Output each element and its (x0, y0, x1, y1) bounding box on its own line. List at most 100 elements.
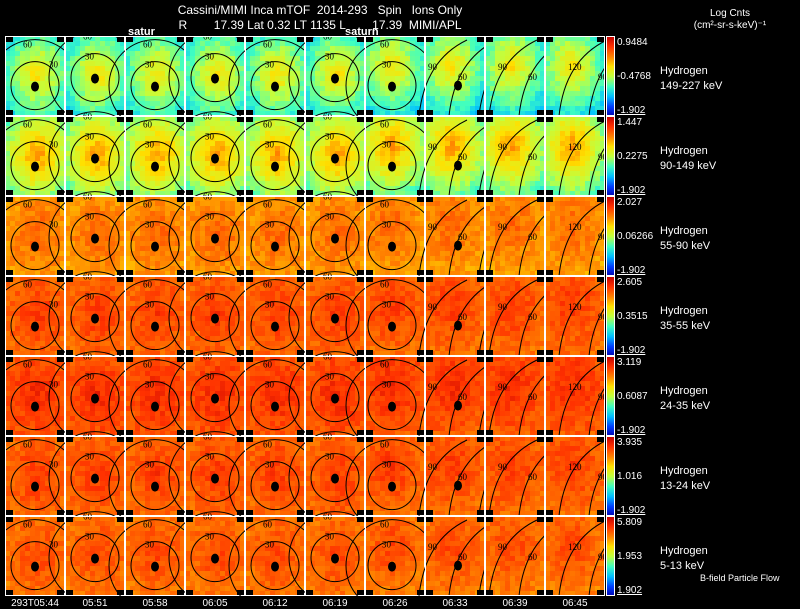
heatmap-cell (200, 46, 205, 51)
heatmap-cell (150, 96, 155, 101)
heatmap-cell (85, 106, 90, 111)
heatmap-cell (130, 226, 135, 231)
heatmap-cell (35, 51, 40, 56)
heatmap-cell (445, 96, 450, 101)
heatmap-cell (30, 231, 35, 236)
heatmap-cell (470, 166, 475, 171)
heatmap-cell (25, 146, 30, 151)
heatmap-cell (490, 76, 495, 81)
heatmap-cell (400, 151, 405, 156)
heatmap-cell (295, 141, 300, 146)
heatmap-cell (555, 86, 560, 91)
heatmap-cell (410, 126, 415, 131)
heatmap-cell (380, 76, 385, 81)
heatmap-cell (580, 171, 585, 176)
colorbar-segment (606, 41, 614, 42)
heatmap-cell (15, 221, 20, 226)
heatmap-cell (170, 236, 175, 241)
heatmap-cell (325, 121, 330, 126)
heatmap-cell (95, 246, 100, 251)
heatmap-cell (145, 166, 150, 171)
heatmap-cell (135, 206, 140, 211)
heatmap-cell (235, 251, 240, 256)
heatmap-cell (285, 91, 290, 96)
heatmap-cell (250, 181, 255, 186)
heatmap-cell (80, 46, 85, 51)
heatmap-cell (160, 86, 165, 91)
heatmap-cell (395, 181, 400, 186)
heatmap-cell (10, 51, 15, 56)
heatmap-cell (225, 266, 230, 271)
heatmap-cell (350, 46, 355, 51)
heatmap-cell (95, 106, 100, 111)
heatmap-cell (595, 131, 600, 136)
heatmap-cell (495, 91, 500, 96)
heatmap-cell (520, 76, 525, 81)
heatmap-cell (320, 76, 325, 81)
saturn-marker (271, 162, 279, 172)
heatmap-cell (575, 51, 580, 56)
heatmap-cell (35, 266, 40, 271)
heatmap-cell (105, 226, 110, 231)
heatmap-cell (85, 151, 90, 156)
heatmap-cell (20, 251, 25, 256)
heatmap-cell (525, 171, 530, 176)
heatmap-cell (435, 51, 440, 56)
heatmap-cell (40, 161, 45, 166)
colorbar-segment (606, 189, 614, 190)
heatmap-cell (285, 46, 290, 51)
heatmap-cell (95, 176, 100, 181)
heatmap-cell (220, 41, 225, 46)
heatmap-cell (430, 136, 435, 141)
heatmap-cell (270, 171, 275, 176)
heatmap-cell (75, 166, 80, 171)
heatmap-cell (100, 66, 105, 71)
heatmap-cell (200, 41, 205, 46)
heatmap-cell (25, 151, 30, 156)
heatmap-cell (570, 176, 575, 181)
heatmap-cell (395, 171, 400, 176)
heatmap-cell (90, 146, 95, 151)
heatmap-cell (580, 166, 585, 171)
heatmap-cell (490, 46, 495, 51)
heatmap-cell (340, 121, 345, 126)
heatmap-cell (250, 61, 255, 66)
heatmap-cell (135, 171, 140, 176)
heatmap-cell (150, 106, 155, 111)
heatmap-cell (190, 56, 195, 61)
heatmap-cell (290, 46, 295, 51)
heatmap-cell (90, 106, 95, 111)
heatmap-cell (570, 106, 575, 111)
heatmap-cell (95, 216, 100, 221)
heatmap-cell (155, 256, 160, 261)
heatmap-cell (215, 216, 220, 221)
colorbar-segment (606, 54, 614, 55)
heatmap-cell (100, 246, 105, 251)
heatmap-cell (80, 156, 85, 161)
heatmap-cell (550, 131, 555, 136)
colorbar-segment (606, 178, 614, 179)
heatmap-cell (100, 241, 105, 246)
heatmap-cell (550, 136, 555, 141)
heatmap-cell (310, 131, 315, 136)
heatmap-cell (230, 86, 235, 91)
heatmap-cell (570, 166, 575, 171)
heatmap-cell (335, 66, 340, 71)
heatmap-cell (345, 61, 350, 66)
heatmap-cell (160, 216, 165, 221)
heatmap-cell (145, 101, 150, 106)
heatmap-cell (215, 221, 220, 226)
contour-label: 30 (145, 140, 155, 150)
heatmap-cell (535, 176, 540, 181)
heatmap-cell (515, 66, 520, 71)
heatmap-cell (590, 131, 595, 136)
heatmap-cell (590, 151, 595, 156)
heatmap-cell (80, 166, 85, 171)
heatmap-cell (550, 51, 555, 56)
heatmap-cell (80, 66, 85, 71)
heatmap-cell (230, 51, 235, 56)
heatmap-cell (430, 56, 435, 61)
heatmap-cell (495, 41, 500, 46)
heatmap-cell (350, 71, 355, 76)
heatmap-cell (40, 181, 45, 186)
